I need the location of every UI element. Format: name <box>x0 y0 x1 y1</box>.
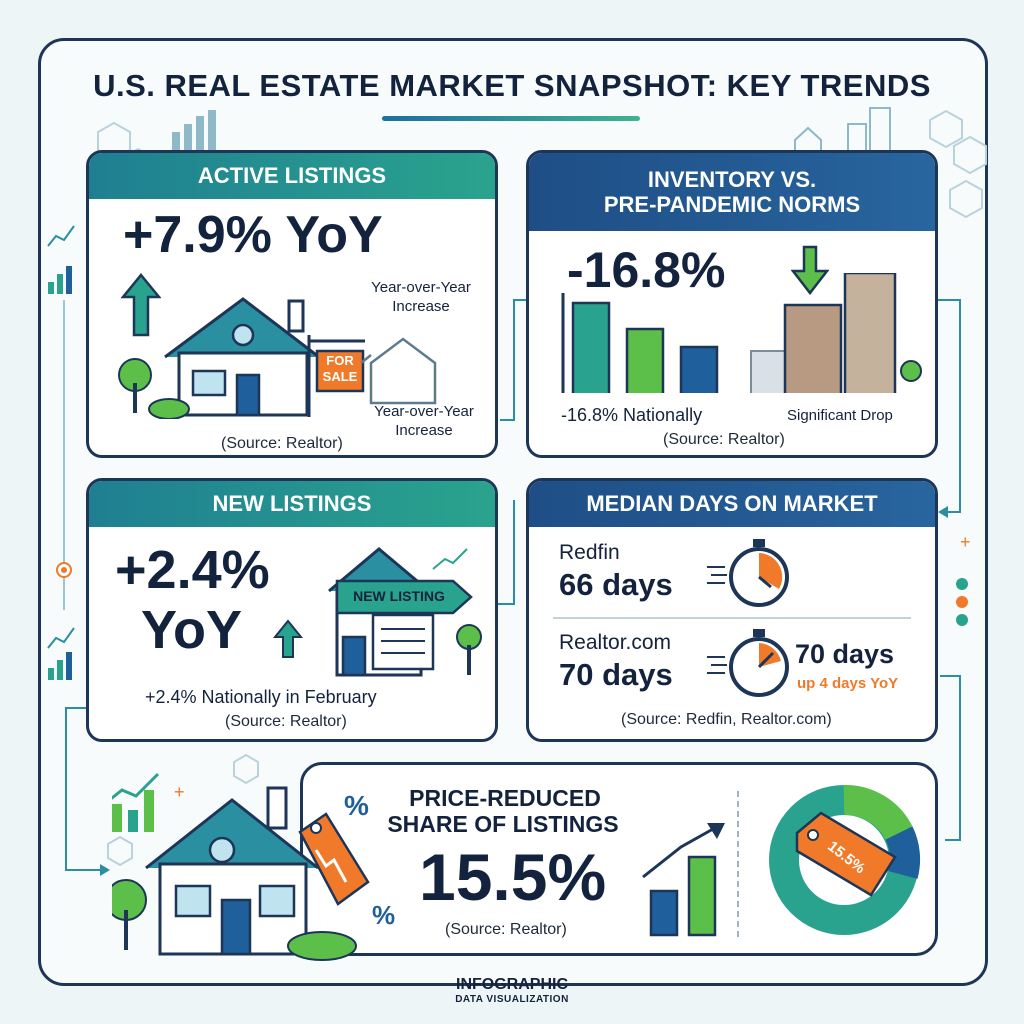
dashed-divider <box>737 791 739 937</box>
card-title: MEDIAN DAYS ON MARKET <box>586 491 878 517</box>
card-days-on-market: MEDIAN DAYS ON MARKET Redfin 66 days Rea… <box>526 478 938 742</box>
percent-symbol-bottom: % <box>372 900 396 930</box>
active-listings-value: +7.9% YoY <box>123 206 383 264</box>
source: (Source: Redfin, Realtor.com) <box>621 711 832 728</box>
source: (Source: Realtor) <box>225 713 347 730</box>
for-sale-sign-line2: SALE <box>322 369 358 384</box>
left-trend-icons <box>47 225 75 680</box>
for-sale-sign-line1: FOR <box>326 353 354 368</box>
card-title-line1: INVENTORY VS. <box>647 166 817 192</box>
footer-brand: INFOGRAPHIC DATA VISUALIZATION <box>0 976 1024 1006</box>
card-header: NEW LISTINGS <box>89 481 495 527</box>
side-change: up 4 days YoY <box>797 675 899 692</box>
card-active-listings: ACTIVE LISTINGS +7.9% YoY Year-over-Year… <box>86 150 498 458</box>
divider <box>553 617 911 619</box>
note-top: Year-over-Year Increase <box>371 279 471 315</box>
page-title: U.S. REAL ESTATE MARKET SNAPSHOT: KEY TR… <box>93 68 931 103</box>
title-underline <box>382 116 640 121</box>
redfin-value: 66 days <box>559 567 673 602</box>
price-reduced-value: 15.5% <box>419 840 607 914</box>
up-arrow-icon <box>121 273 161 337</box>
footer-line2: DATA VISUALIZATION <box>455 994 569 1005</box>
down-arrow-icon <box>791 245 829 295</box>
card-header: INVENTORY VS. PRE-PANDEMIC NORMS <box>529 153 935 231</box>
card-header: ACTIVE LISTINGS <box>89 153 495 199</box>
svg-text:+: + <box>174 782 185 802</box>
inventory-value: -16.8% <box>567 242 726 298</box>
source: (Source: Realtor) <box>445 921 567 938</box>
new-listing-banner <box>335 579 473 615</box>
header-line2: SHARE OF LISTINGS <box>387 811 619 837</box>
stopwatch-icon <box>707 629 789 697</box>
card-new-listings: NEW LISTINGS +2.4% YoY NEW LISTING +2.4%… <box>86 478 498 742</box>
source: (Source: Realtor) <box>221 435 343 452</box>
note-right: Significant Drop <box>787 407 893 424</box>
svg-text:+: + <box>960 532 971 552</box>
growth-bars-icon <box>642 823 725 937</box>
realtor-label: Realtor.com <box>559 631 672 654</box>
card-title: ACTIVE LISTINGS <box>197 163 387 189</box>
price-tag-icon <box>795 811 897 897</box>
card-title-line2: PRE-PANDEMIC NORMS <box>603 192 861 217</box>
realtor-value: 70 days <box>559 657 673 692</box>
price-reduced-house-illustration <box>112 772 370 961</box>
header-line1: PRICE-REDUCED <box>409 785 601 811</box>
house-illustration <box>118 297 437 419</box>
new-listings-value-line2: YoY <box>141 600 243 660</box>
note-bottom: Year-over-Year Increase <box>374 403 474 439</box>
side-value: 70 days <box>795 639 895 669</box>
card-inventory: INVENTORY VS. PRE-PANDEMIC NORMS -16.8% … <box>526 150 938 458</box>
card-title: NEW LISTINGS <box>212 491 372 517</box>
note: +2.4% Nationally in February <box>145 687 377 707</box>
card-price-reduced: PRICE-REDUCED SHARE OF LISTINGS 15.5% (S… <box>300 762 938 956</box>
redfin-label: Redfin <box>559 541 620 564</box>
source: (Source: Realtor) <box>663 431 785 448</box>
new-listing-sign-text: NEW LISTING <box>353 588 445 604</box>
new-listings-value-line1: +2.4% <box>115 540 270 600</box>
percent-symbol-top: % <box>344 790 369 821</box>
note-left: -16.8% Nationally <box>561 405 703 425</box>
stopwatch-icon <box>707 539 789 607</box>
card-header: MEDIAN DAYS ON MARKET <box>529 481 935 527</box>
footer-line1: INFOGRAPHIC <box>456 976 568 993</box>
up-arrow-icon <box>273 619 303 658</box>
inventory-bars-and-buildings <box>561 273 922 393</box>
